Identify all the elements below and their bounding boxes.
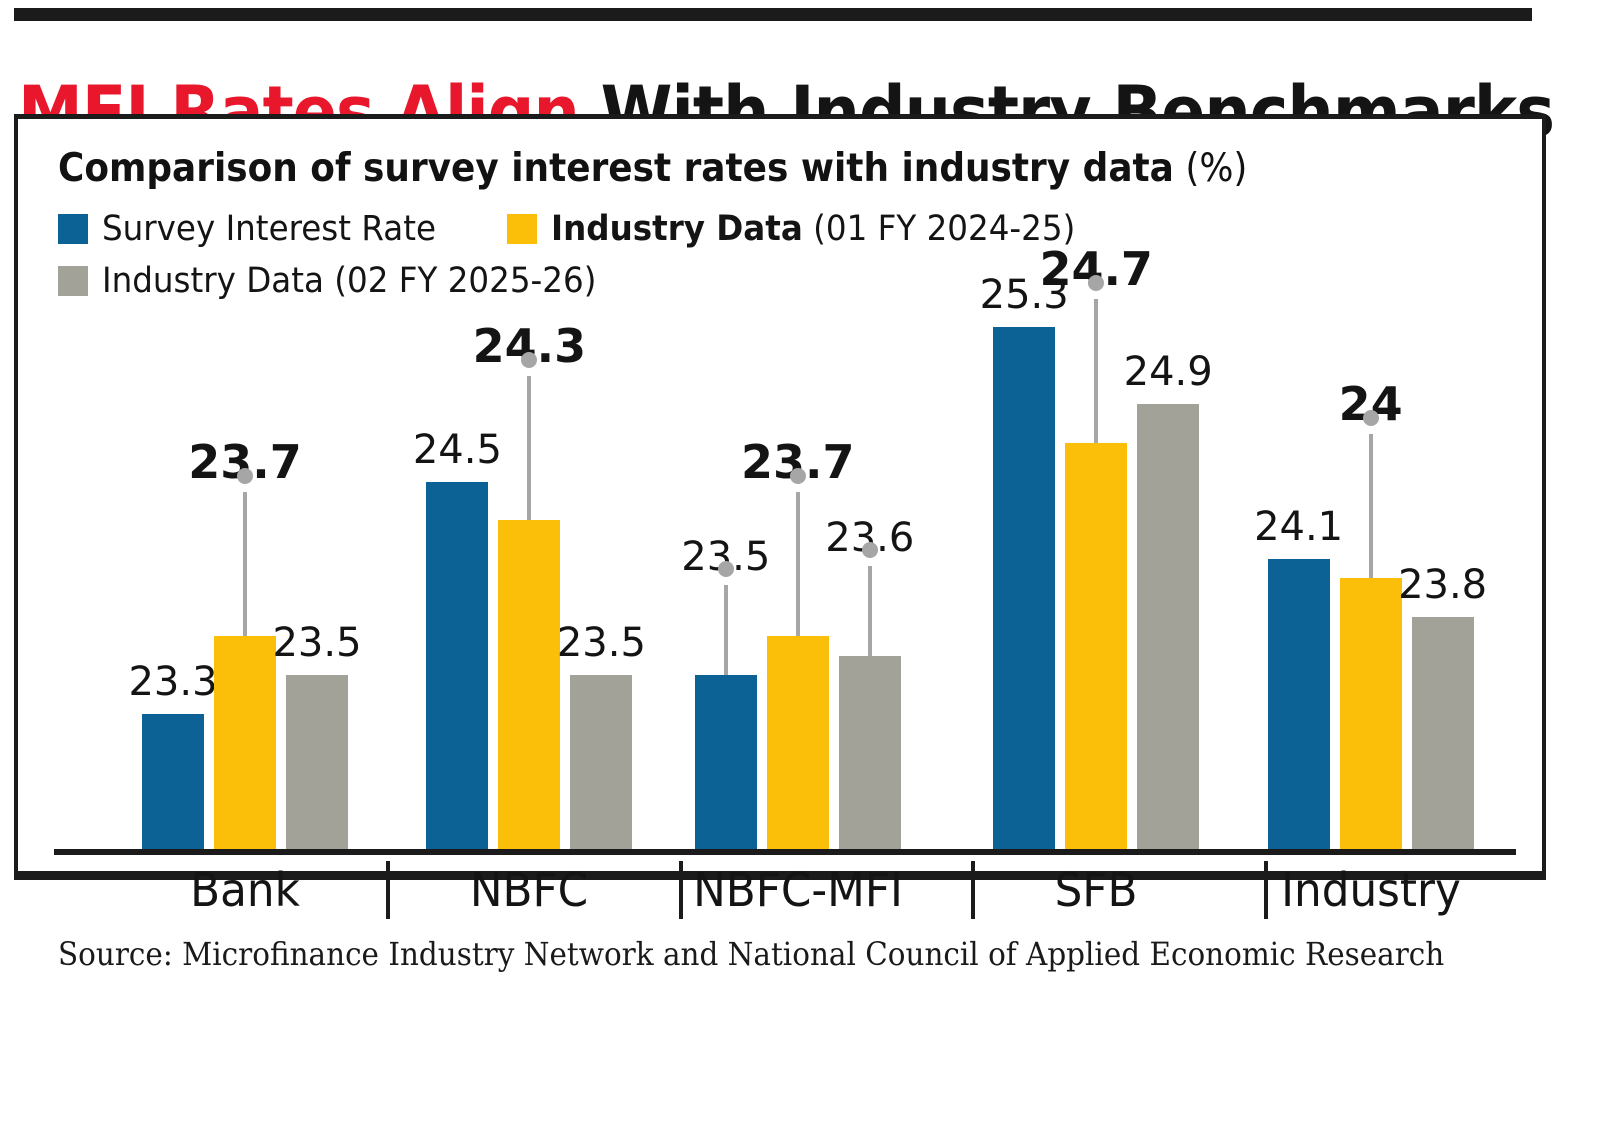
x-axis-separator-0: [386, 861, 391, 919]
legend-swatch-gray: [58, 266, 88, 296]
legend-item-survey-interest-rate[interactable]: Survey Interest Rate: [58, 210, 461, 248]
legend-swatch-blue: [58, 214, 88, 244]
bar-sfb-gray[interactable]: [1137, 404, 1200, 849]
legend-label-industry-data-q2: Industry Data (02 FY 2025-26): [102, 261, 597, 301]
legend-label-survey-interest-rate: Survey Interest Rate: [102, 209, 437, 249]
bar-chart-plot: 23.3 23.7 23.5 24.5 24.3 23.5 23.5 23.7 23.6 25.3…: [54, 245, 1516, 855]
x-axis-label-industry: Industry: [1280, 863, 1461, 917]
x-axis-line: [54, 849, 1516, 855]
bar-nbfc-mfi-yellow[interactable]: [766, 636, 829, 849]
bar-group-nbfc-mfi: 23.5 23.7 23.6: [639, 269, 931, 849]
chart-subtitle: Comparison of survey interest rates with…: [58, 147, 1247, 191]
legend-row-1: Survey Interest Rate Industry Data (01 F…: [58, 203, 1358, 255]
bar-industry-blue[interactable]: [1267, 559, 1330, 849]
x-axis-labels: Bank NBFC NBFC-MFI SFB Industry: [54, 861, 1516, 923]
value-label-bank-blue: 23.3: [128, 658, 218, 705]
x-axis-label-sfb: SFB: [1054, 863, 1138, 917]
x-axis-separator-1: [678, 861, 683, 919]
chart-panel: Comparison of survey interest rates with…: [14, 114, 1546, 973]
bar-nbfc-gray[interactable]: [570, 675, 633, 849]
leader-line-nbfc-mfi-gray: [867, 565, 872, 656]
value-label-industry-gray: 23.8: [1398, 562, 1488, 608]
leader-line-nbfc-mfi-yellow: [795, 492, 800, 637]
x-axis-label-nbfc-mfi: NBFC-MFI: [692, 863, 903, 917]
leader-line-sfb-yellow: [1094, 299, 1099, 443]
bar-group-bank: 23.3 23.7 23.5: [54, 269, 362, 849]
leader-line-bank-yellow: [243, 492, 247, 637]
value-label-industry-blue: 24.1: [1254, 504, 1344, 550]
bar-bank-gray[interactable]: [286, 675, 348, 849]
bar-group-sfb: 25.3 24.7 24.9: [931, 245, 1223, 849]
value-label-sfb-gray: 24.9: [1123, 349, 1213, 396]
leader-dot-industry-yellow: [1362, 410, 1379, 427]
leader-line-industry-yellow: [1368, 434, 1373, 579]
leader-dot-bank-yellow: [237, 468, 253, 485]
value-label-nbfc-gray: 23.5: [556, 620, 646, 666]
bar-nbfc-yellow[interactable]: [498, 520, 561, 849]
chart-subtitle-unit: (%): [1185, 146, 1248, 191]
leader-line-nbfc-yellow: [527, 376, 532, 521]
value-label-bank-gray: 23.5: [272, 620, 362, 666]
bar-sfb-blue[interactable]: [993, 327, 1056, 849]
bar-bank-blue[interactable]: [142, 713, 204, 849]
legend-item-industry-data-q2[interactable]: Industry Data (02 FY 2025-26): [58, 262, 634, 300]
leader-dot-nbfc-mfi-yellow: [789, 468, 806, 485]
leader-line-nbfc-mfi-blue: [723, 585, 728, 675]
bar-nbfc-blue[interactable]: [426, 481, 489, 849]
value-label-sfb-blue: 25.3: [979, 272, 1069, 318]
x-axis-separator-3: [1263, 861, 1268, 919]
bar-sfb-yellow[interactable]: [1065, 443, 1128, 849]
legend-swatch-yellow: [507, 214, 538, 244]
x-axis-label-bank: Bank: [190, 863, 300, 917]
bar-industry-gray[interactable]: [1411, 617, 1474, 849]
leader-dot-nbfc-mfi-blue: [717, 561, 734, 577]
bar-group-nbfc: 24.5 24.3 23.5: [346, 269, 646, 849]
top-rule-divider: [14, 8, 1532, 21]
bar-group-industry: 24.1 24 23.8: [1224, 269, 1516, 849]
chart-subtitle-main: Comparison of survey interest rates with…: [58, 146, 1174, 191]
value-label-nbfc-blue: 24.5: [412, 426, 502, 473]
leader-dot-nbfc-yellow: [521, 352, 538, 369]
legend-item-industry-data-q1[interactable]: Industry Data (01 FY 2024-25): [507, 210, 1115, 248]
bar-nbfc-mfi-gray[interactable]: [838, 655, 901, 849]
legend-label-industry-data-q1: Industry Data (01 FY 2024-25): [551, 209, 1076, 249]
bar-industry-yellow[interactable]: [1339, 578, 1402, 849]
leader-dot-sfb-yellow: [1088, 275, 1105, 291]
leader-dot-nbfc-mfi-gray: [861, 541, 878, 558]
chart-legend: Survey Interest Rate Industry Data (01 F…: [58, 203, 1358, 307]
source-note: Source: Microfinance Industry Network an…: [58, 935, 1445, 973]
x-axis-label-nbfc: NBFC: [470, 863, 589, 917]
bar-bank-yellow[interactable]: [214, 636, 276, 849]
legend-row-2: Industry Data (02 FY 2025-26): [58, 255, 1358, 307]
bar-nbfc-mfi-blue[interactable]: [694, 675, 757, 849]
x-axis-separator-2: [971, 861, 976, 919]
